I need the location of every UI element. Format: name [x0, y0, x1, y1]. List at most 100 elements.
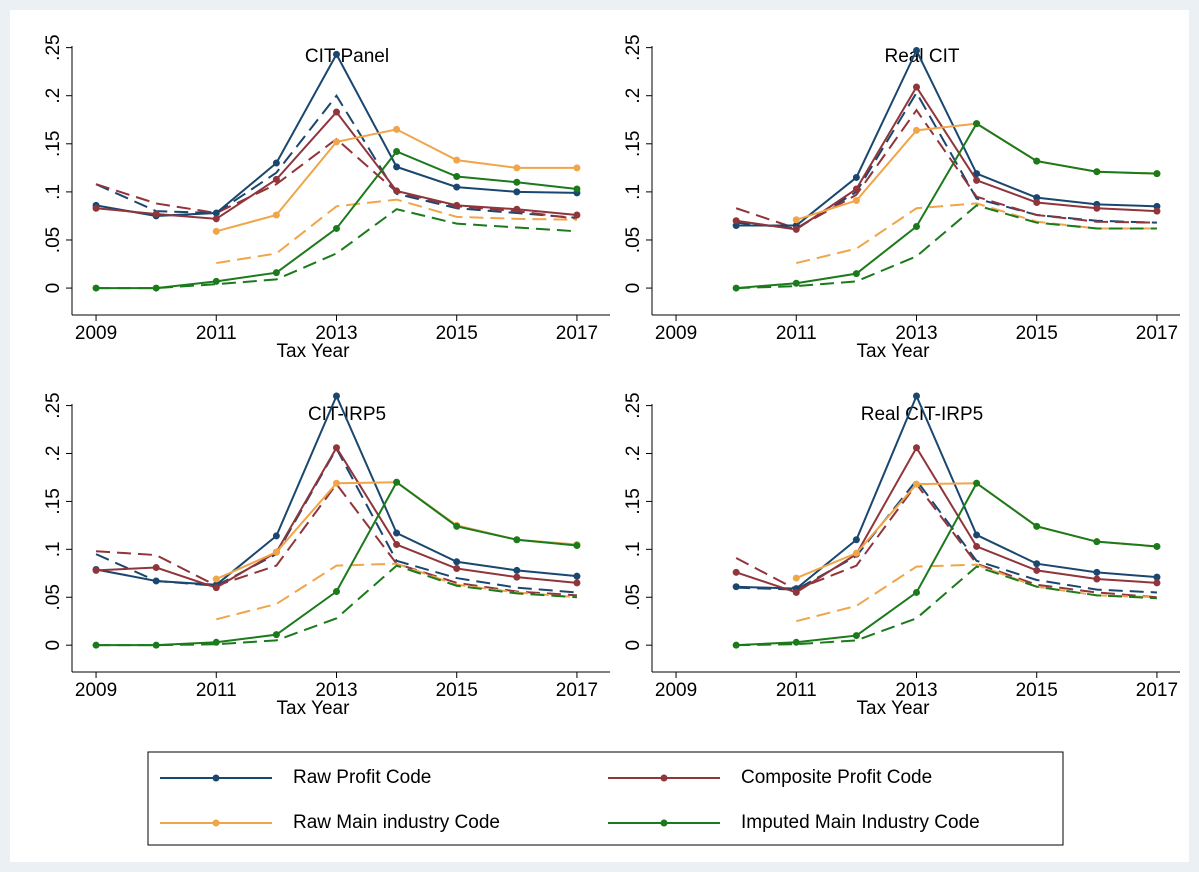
- x-tick-label: 2009: [75, 323, 117, 344]
- y-tick-label: 0: [43, 640, 64, 651]
- y-tick-label: .2: [623, 88, 644, 104]
- marker: [732, 222, 740, 230]
- x-tick-label: 2011: [196, 323, 237, 344]
- marker: [1093, 568, 1101, 576]
- marker: [453, 156, 461, 164]
- y-tick-label: .05: [43, 227, 64, 253]
- marker: [212, 277, 220, 285]
- marker: [513, 178, 521, 186]
- marker: [792, 216, 800, 224]
- marker: [393, 478, 401, 486]
- line: [736, 481, 1158, 647]
- marker: [1153, 207, 1161, 215]
- marker: [852, 549, 860, 557]
- y-tick-label: .2: [43, 88, 64, 104]
- marker: [272, 175, 280, 183]
- y-tick-label: .25: [623, 34, 644, 60]
- legend-marker: [212, 819, 220, 827]
- dashed-line: [96, 564, 578, 647]
- marker: [973, 120, 981, 128]
- line: [735, 445, 1158, 594]
- y-tick-label: .1: [623, 541, 644, 557]
- x-tick-label: 2009: [655, 323, 697, 344]
- marker: [573, 164, 581, 172]
- marker: [453, 565, 461, 572]
- legend-box: [147, 751, 1064, 846]
- marker: [513, 573, 521, 581]
- marker: [732, 641, 740, 649]
- y-tick-label: 0: [43, 283, 64, 294]
- marker: [973, 170, 981, 178]
- marker: [453, 522, 461, 530]
- line: [736, 122, 1157, 290]
- marker: [912, 588, 920, 596]
- marker: [453, 173, 461, 180]
- marker: [453, 183, 461, 191]
- marker: [332, 444, 340, 452]
- dashed-line: [216, 198, 577, 265]
- marker: [732, 217, 740, 225]
- marker: [1153, 573, 1161, 581]
- legend-label: Composite Profit Code: [741, 767, 932, 788]
- marker: [573, 211, 581, 219]
- marker: [152, 577, 160, 585]
- legend-label: Imputed Main Industry Code: [741, 812, 980, 833]
- y-tick-label: .2: [43, 446, 64, 462]
- marker: [973, 479, 981, 487]
- marker: [513, 164, 521, 172]
- marker: [912, 480, 920, 488]
- marker: [332, 50, 340, 58]
- marker: [272, 532, 280, 540]
- dashed-line: [95, 482, 578, 597]
- marker: [792, 225, 800, 233]
- x-tick-label: 2015: [436, 680, 478, 701]
- y-tick-label: .15: [623, 131, 644, 157]
- y-tick-label: .2: [623, 446, 644, 462]
- dashed-line: [95, 93, 578, 219]
- marker: [332, 392, 340, 400]
- marker: [1093, 168, 1101, 176]
- marker: [152, 284, 160, 292]
- x-tick-label: 2017: [1136, 680, 1178, 701]
- marker: [912, 392, 920, 400]
- panel-title: Real CIT-IRP5: [861, 404, 983, 425]
- x-tick-label: 2017: [556, 323, 598, 344]
- dashed-line: [736, 478, 1157, 594]
- x-tick-label: 2011: [776, 323, 817, 344]
- marker: [92, 641, 100, 649]
- marker: [1153, 202, 1161, 210]
- marker: [513, 205, 521, 213]
- marker: [732, 568, 740, 576]
- y-tick-label: .15: [623, 488, 644, 514]
- marker: [573, 572, 581, 580]
- legend-marker: [660, 774, 668, 782]
- marker: [393, 147, 401, 155]
- x-tick-label: 2017: [556, 680, 598, 701]
- marker: [332, 479, 340, 487]
- marker: [393, 125, 401, 133]
- legend-label: Raw Main industry Code: [293, 812, 500, 833]
- marker: [973, 176, 981, 184]
- marker: [732, 583, 740, 591]
- marker: [852, 185, 860, 193]
- marker: [332, 108, 340, 116]
- x-tick-label: 2015: [436, 323, 478, 344]
- dashed-line: [96, 208, 578, 290]
- marker: [152, 641, 160, 649]
- marker: [332, 588, 340, 595]
- marker: [1033, 194, 1041, 202]
- marker: [573, 542, 581, 549]
- marker: [912, 47, 920, 55]
- marker: [212, 215, 220, 223]
- marker: [92, 284, 100, 292]
- marker: [852, 197, 860, 205]
- marker: [732, 284, 740, 292]
- marker: [453, 558, 461, 566]
- marker: [453, 201, 461, 209]
- marker: [212, 575, 220, 583]
- y-tick-label: .25: [43, 392, 64, 418]
- x-tick-label: 2015: [1016, 323, 1058, 344]
- marker: [973, 542, 981, 550]
- marker: [792, 574, 800, 582]
- y-tick-label: .05: [623, 227, 644, 253]
